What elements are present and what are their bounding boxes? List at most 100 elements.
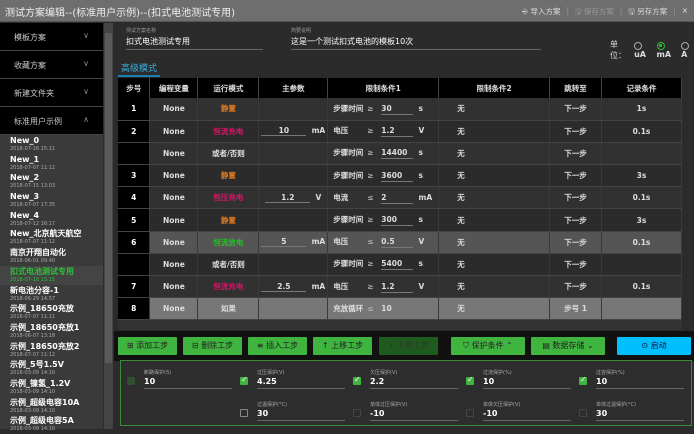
limit-value-input[interactable]: 300 xyxy=(381,215,414,227)
protection-checkbox[interactable] xyxy=(353,409,361,417)
plan-list-item[interactable]: 示例_镍氢_1.2V 2018-03-09 14:10 xyxy=(10,378,71,395)
add-step-button[interactable]: ⊞ 添加工步 xyxy=(118,337,177,355)
protection-value-input[interactable]: 30 xyxy=(257,409,345,421)
record-condition[interactable]: 3s xyxy=(601,208,682,232)
protection-checkbox[interactable] xyxy=(353,375,361,385)
plan-list-item[interactable]: 扣式电池测试专用 2018-07-16 15:15 xyxy=(0,265,103,285)
record-condition[interactable]: 1s xyxy=(601,98,682,121)
plan-list-item[interactable]: New_4 2018-07-12 16:17 xyxy=(10,210,56,227)
plan-list-item[interactable]: 示例_18650充放1 2018-06-07 13:18 xyxy=(10,322,80,339)
limit-condition-2[interactable]: 无 xyxy=(438,186,551,210)
protection-value-input[interactable]: -10 xyxy=(483,409,571,421)
main-parameter[interactable] xyxy=(258,253,329,277)
sidebar-folder[interactable]: 收藏方案 ∨ xyxy=(0,51,103,79)
record-condition[interactable]: 0.1s xyxy=(601,231,682,254)
run-mode[interactable]: 恒流充电 xyxy=(197,275,260,299)
limit-condition-2[interactable]: 无 xyxy=(438,98,551,121)
run-mode[interactable]: 恒流充电 xyxy=(197,120,260,143)
record-condition[interactable]: 0.1s xyxy=(601,186,682,210)
limit-condition-1[interactable]: 步骤时间 ≥5400 s xyxy=(327,253,440,277)
sidebar-folder[interactable]: 模板方案 ∨ xyxy=(0,23,103,51)
limit-value-input[interactable]: 14400 xyxy=(381,148,414,160)
unit-ua-radio[interactable]: uA xyxy=(634,41,651,59)
record-condition[interactable]: 0.1s xyxy=(601,120,682,143)
main-parameter[interactable]: 10 mA xyxy=(258,120,329,143)
run-mode[interactable]: 如果 xyxy=(197,297,260,321)
jump-to[interactable]: 步号 1 xyxy=(549,297,603,321)
limit-value-input[interactable]: 10 xyxy=(381,304,414,315)
insert-step-button[interactable]: ≡ 插入工步 xyxy=(248,337,307,355)
main-parameter[interactable] xyxy=(258,208,329,232)
limit-condition-2[interactable]: 无 xyxy=(438,208,551,232)
table-row[interactable]: None 或者/否则 步骤时间 ≥5400 s 无 下一步 xyxy=(118,253,682,277)
main-parameter[interactable]: 1.2 V xyxy=(258,186,329,210)
limit-value-input[interactable]: 1.2 xyxy=(381,126,414,138)
main-parameter[interactable] xyxy=(258,98,329,121)
table-row[interactable]: 3 None 静置 步骤时间 ≥3600 s 无 下一步 3s xyxy=(118,164,682,188)
limit-condition-1[interactable]: 步骤时间 ≥14400 s xyxy=(327,142,440,166)
jump-to[interactable]: 下一步 xyxy=(549,142,603,166)
jump-to[interactable]: 下一步 xyxy=(549,120,603,143)
record-condition[interactable]: 3s xyxy=(601,164,682,188)
save-button[interactable]: 🖫 保存方案 xyxy=(575,7,614,16)
start-button[interactable]: ⊙ 启动 xyxy=(617,337,691,355)
main-parameter[interactable] xyxy=(258,297,329,321)
record-condition[interactable] xyxy=(601,253,682,277)
sidebar-scrollbar[interactable] xyxy=(104,23,113,429)
run-mode[interactable]: 或者/否则 xyxy=(197,142,260,166)
plan-list-item[interactable]: 示例_18650充放 2018-07-07 11:11 xyxy=(10,304,74,321)
program-variable[interactable]: None xyxy=(149,231,199,254)
protection-value-input[interactable]: 30 xyxy=(596,409,684,421)
protection-checkbox[interactable] xyxy=(579,409,587,417)
run-mode[interactable]: 或者/否则 xyxy=(197,253,260,277)
plan-list-item[interactable]: 南京开翔自动化 2018-06-01 09:40 xyxy=(10,248,66,265)
limit-condition-2[interactable]: 无 xyxy=(438,253,551,277)
limit-condition-2[interactable]: 无 xyxy=(438,297,551,321)
protection-checkbox[interactable] xyxy=(240,375,248,385)
plan-list-item[interactable]: New_1 2018-07-07 11:12 xyxy=(10,154,56,171)
move-down-button[interactable]: ↓ 下移工步 xyxy=(379,337,438,355)
limit-condition-1[interactable]: 电压 ≤0.5 V xyxy=(327,231,440,254)
jump-to[interactable]: 下一步 xyxy=(549,186,603,210)
main-parameter[interactable]: 2.5 mA xyxy=(258,275,329,299)
limit-condition-1[interactable]: 电压 ≥1.2 V xyxy=(327,120,440,143)
plan-list-item[interactable]: 新电池分容-1 2018-06-29 14:57 xyxy=(10,285,59,302)
limit-condition-2[interactable]: 无 xyxy=(438,275,551,299)
table-row[interactable]: 2 None 恒流充电 10 mA 电压 ≥1.2 V 无 下一步 0.1s xyxy=(118,120,682,143)
record-condition[interactable] xyxy=(601,297,682,321)
limit-value-input[interactable]: 2 xyxy=(381,193,414,204)
plan-name-input[interactable]: 扣式电池测试专用 xyxy=(126,36,263,50)
limit-condition-2[interactable]: 无 xyxy=(438,231,551,254)
unit-ma-radio[interactable]: mA xyxy=(656,41,677,59)
program-variable[interactable]: None xyxy=(149,208,199,232)
program-variable[interactable]: None xyxy=(149,275,199,299)
program-variable[interactable]: None xyxy=(149,142,199,166)
run-mode[interactable]: 静置 xyxy=(197,164,260,188)
program-variable[interactable]: None xyxy=(149,120,199,143)
run-mode[interactable]: 恒压充电 xyxy=(197,186,260,210)
jump-to[interactable]: 下一步 xyxy=(549,98,603,121)
table-row[interactable]: 5 None 静置 步骤时间 ≥300 s 无 下一步 3s xyxy=(118,208,682,232)
plan-list-item[interactable]: 示例_5号1.5V 2018-03-09 14:10 xyxy=(10,360,64,377)
limit-condition-1[interactable]: 步骤时间 ≥300 s xyxy=(327,208,440,232)
limit-condition-2[interactable]: 无 xyxy=(438,164,551,188)
jump-to[interactable]: 下一步 xyxy=(549,208,603,232)
move-up-button[interactable]: ↑ 上移工步 xyxy=(313,337,372,355)
limit-value-input[interactable]: 3600 xyxy=(381,171,414,182)
limit-value-input[interactable]: 1.2 xyxy=(381,282,414,293)
protection-checkbox[interactable] xyxy=(579,375,587,385)
plan-list-item[interactable]: 示例_超级电容5A 2018-03-09 14:10 xyxy=(10,416,74,433)
jump-to[interactable]: 下一步 xyxy=(549,231,603,254)
jump-to[interactable]: 下一步 xyxy=(549,253,603,277)
plan-list-item[interactable]: New_北京航天航空 2018-07-07 11:12 xyxy=(10,229,82,246)
tab-advanced-mode[interactable]: 高级模式 xyxy=(118,61,161,77)
limit-condition-1[interactable]: 电压 ≥1.2 V xyxy=(327,275,440,299)
protection-value-input[interactable]: 4.25 xyxy=(257,377,345,389)
protection-value-input[interactable]: 10 xyxy=(144,377,232,389)
close-button[interactable]: × xyxy=(681,6,688,15)
run-mode[interactable]: 静置 xyxy=(197,98,260,121)
run-mode[interactable]: 恒流放电 xyxy=(197,231,260,254)
protection-value-input[interactable]: -10 xyxy=(370,409,458,421)
jump-to[interactable]: 下一步 xyxy=(549,164,603,188)
protection-checkbox[interactable] xyxy=(466,375,474,385)
